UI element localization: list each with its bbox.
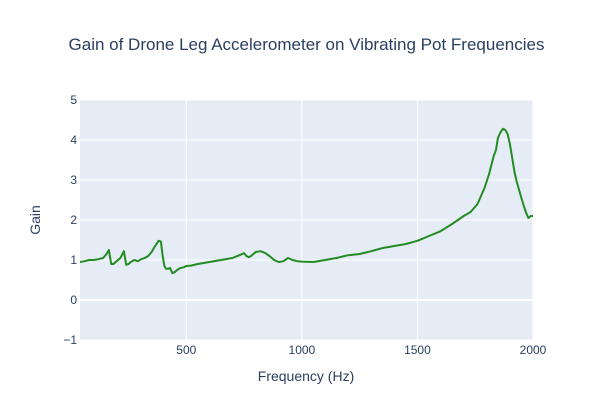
y-tick-label: 4 (70, 133, 77, 147)
x-tick-label: 500 (176, 343, 196, 357)
chart-title: Gain of Drone Leg Accelerometer on Vibra… (69, 35, 545, 54)
x-tick-labels: 500 1000 1500 2000 (176, 343, 546, 357)
y-tick-labels: −1 0 1 2 3 4 5 (63, 93, 77, 347)
y-tick-label: 1 (70, 253, 77, 267)
y-gridlines (80, 99, 533, 341)
series-layer (79, 127, 533, 275)
y-tick-label: 5 (70, 93, 77, 107)
y-axis-title: Gain (27, 205, 43, 235)
y-tick-label: 2 (70, 213, 77, 227)
x-axis-title: Frequency (Hz) (258, 368, 354, 384)
x-tick-label: 1000 (289, 343, 316, 357)
y-tick-label: 0 (70, 293, 77, 307)
y-tick-label: −1 (63, 333, 77, 347)
y-tick-label: 3 (70, 173, 77, 187)
gain-series-line (79, 127, 533, 275)
x-tick-label: 2000 (520, 343, 547, 357)
x-tick-label: 1500 (404, 343, 431, 357)
